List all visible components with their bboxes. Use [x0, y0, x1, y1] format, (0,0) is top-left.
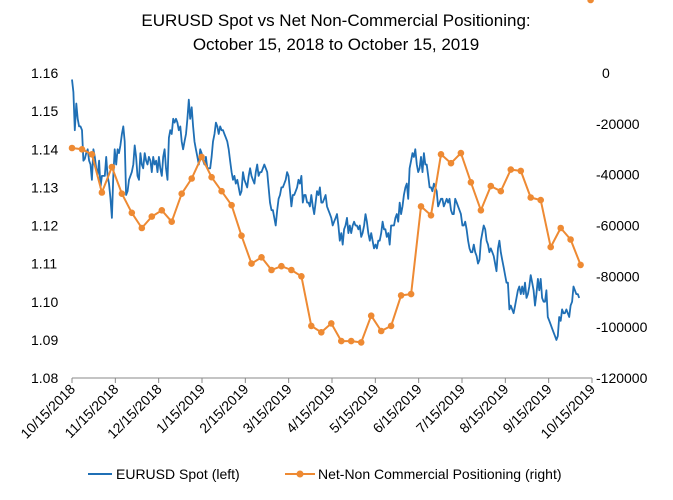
- positioning-point: [507, 166, 515, 173]
- right-tick-label: 0: [602, 65, 610, 81]
- right-tick-label: -60000: [596, 218, 640, 234]
- positioning-point: [208, 173, 215, 181]
- left-tick-label: 1.10: [31, 294, 58, 310]
- positioning-point: [178, 190, 185, 197]
- positioning-point: [437, 151, 445, 158]
- positioning-point: [427, 212, 435, 219]
- eurusd-series: [71, 79, 581, 341]
- chart-title-line-2: October 15, 2018 to October 15, 2019: [193, 35, 479, 54]
- positioning-point: [517, 167, 525, 175]
- x-axis: 10/15/201811/15/201812/15/20181/15/20192…: [17, 377, 598, 442]
- positioning-point: [88, 151, 96, 158]
- positioning-point: [238, 232, 245, 239]
- positioning-point: [417, 203, 425, 210]
- positioning-point: [308, 322, 315, 330]
- positioning-point: [487, 182, 495, 190]
- positioning-point: [198, 153, 205, 161]
- legend: EURUSD Spot (left) Net-Non Commercial Po…: [88, 466, 562, 482]
- positioning-point: [68, 144, 76, 152]
- positioning-point: [557, 224, 564, 232]
- chart-title-line-1: EURUSD Spot vs Net Non-Commercial Positi…: [141, 11, 530, 30]
- positioning-point: [567, 236, 574, 243]
- positioning-point: [387, 322, 395, 330]
- legend-eurusd-label: EURUSD Spot (left): [116, 466, 240, 482]
- left-tick-label: 1.11: [31, 256, 57, 272]
- positioning-point: [148, 213, 156, 220]
- positioning-point: [497, 187, 505, 195]
- positioning-point: [377, 327, 385, 335]
- left-tick-label: 1.13: [31, 179, 58, 195]
- positioning-point: [278, 262, 285, 270]
- positioning-point: [98, 189, 106, 196]
- positioning-point: [78, 146, 86, 153]
- left-tick-label: 1.09: [31, 332, 58, 348]
- positioning-point: [138, 224, 146, 232]
- positioning-point: [577, 261, 584, 269]
- positioning-point: [218, 187, 225, 195]
- legend-positioning-label: Net-Non Commercial Positioning (right): [318, 466, 562, 482]
- positioning-point: [288, 266, 295, 274]
- right-tick-label: -120000: [596, 370, 648, 386]
- positioning-point: [397, 292, 405, 299]
- positioning-point: [268, 266, 275, 274]
- left-tick-label: 1.14: [31, 141, 58, 157]
- positioning-series: [68, 0, 594, 346]
- eurusd-line: [71, 79, 581, 341]
- positioning-point: [357, 339, 365, 346]
- positioning-point: [467, 179, 475, 186]
- right-tick-label: -40000: [596, 167, 640, 183]
- legend-positioning-swatch-marker: [296, 470, 304, 478]
- positioning-point: [248, 260, 255, 267]
- positioning-point: [328, 320, 335, 327]
- positioning-point: [118, 190, 126, 197]
- left-tick-label: 1.08: [31, 370, 58, 386]
- left-tick-label: 1.16: [31, 65, 58, 81]
- positioning-point: [527, 194, 534, 201]
- positioning-line: [71, 147, 582, 344]
- positioning-point: [447, 159, 455, 167]
- positioning-point: [407, 290, 415, 298]
- left-axis: 1.08 1.09 1.10 1.11 1.12 1.13 1.14 1.15 1.16: [31, 65, 58, 386]
- positioning-point: [547, 243, 554, 251]
- positioning-point: [128, 209, 136, 217]
- right-axis: -120000 -100000 -80000 -60000 -40000 -20000 0: [596, 65, 648, 386]
- right-tick-label: -20000: [596, 116, 640, 132]
- left-tick-label: 1.12: [31, 218, 58, 234]
- left-tick-label: 1.15: [31, 103, 58, 119]
- positioning-point: [347, 337, 355, 345]
- positioning-point: [587, 0, 594, 4]
- positioning-point: [338, 337, 345, 345]
- positioning-point: [537, 196, 544, 204]
- positioning-point: [318, 329, 325, 336]
- positioning-point: [108, 163, 116, 171]
- right-tick-label: -80000: [596, 268, 640, 284]
- right-tick-label: -100000: [596, 319, 648, 335]
- positioning-point: [168, 218, 175, 225]
- positioning-point: [477, 207, 485, 214]
- positioning-point: [228, 201, 235, 209]
- positioning-point: [188, 175, 195, 182]
- positioning-point: [158, 207, 166, 214]
- positioning-point: [258, 253, 265, 261]
- positioning-point: [457, 149, 465, 157]
- positioning-point: [298, 273, 305, 280]
- positioning-point: [367, 312, 375, 320]
